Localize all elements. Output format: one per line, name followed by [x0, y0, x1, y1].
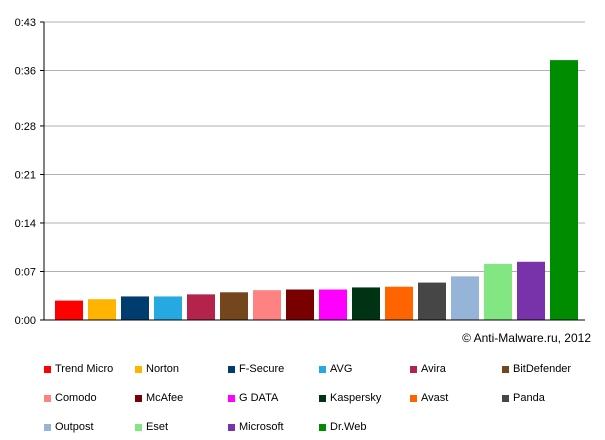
legend-item-avira: Avira [410, 362, 446, 376]
copyright-annotation: © Anti-Malware.ru, 2012 [462, 331, 591, 345]
bar-norton [88, 299, 116, 320]
legend-item-panda: Panda [502, 391, 545, 405]
legend-item-g-data: G DATA [228, 391, 278, 405]
bar-dr-web [550, 60, 578, 321]
legend-item-outpost: Outpost [44, 420, 94, 434]
bar-mcafee [286, 289, 314, 320]
y-tick-label: 0:43 [15, 17, 36, 29]
legend-label: Comodo [55, 392, 97, 404]
legend-swatch [319, 365, 326, 373]
bar-outpost [451, 276, 479, 320]
legend-swatch [228, 423, 235, 431]
legend-swatch [135, 423, 142, 431]
bars [55, 60, 578, 321]
legend-swatch [319, 394, 326, 402]
legend-label: Outpost [55, 421, 94, 433]
bar-g-data [319, 289, 347, 320]
bar-avast [385, 286, 413, 320]
legend-item-comodo: Comodo [44, 391, 97, 405]
bar-kaspersky [352, 287, 380, 320]
y-tick-label: 0:14 [15, 218, 36, 230]
legend-label: McAfee [146, 392, 184, 404]
legend-item-mcafee: McAfee [135, 391, 183, 405]
legend-swatch [44, 365, 51, 373]
legend-item-microsoft: Microsoft [228, 420, 284, 434]
y-tick-label: 0:28 [15, 121, 36, 133]
legend-item-dr-web: Dr.Web [319, 420, 366, 434]
legend-label: AVG [330, 363, 353, 375]
bar-bitdefender [220, 292, 248, 320]
y-tick-label: 0:36 [15, 66, 36, 78]
legend-swatch [410, 394, 417, 402]
legend-item-f-secure: F-Secure [228, 362, 284, 376]
bar-microsoft [517, 261, 545, 320]
bar-panda [418, 282, 446, 320]
legend-swatch [44, 423, 51, 431]
legend-item-bitdefender: BitDefender [502, 362, 571, 376]
legend-label: Avira [421, 363, 446, 375]
legend-swatch [228, 394, 235, 402]
legend-item-trend-micro: Trend Micro [44, 362, 113, 376]
legend-label: Avast [421, 392, 449, 404]
legend-swatch [502, 394, 509, 402]
legend-label: BitDefender [513, 363, 572, 375]
legend-label: Trend Micro [55, 363, 114, 375]
legend-swatch [44, 394, 51, 402]
legend-label: Norton [146, 363, 180, 375]
legend-swatch [135, 365, 142, 373]
legend-label: F-Secure [239, 363, 285, 375]
y-tick-label: 0:21 [15, 169, 36, 181]
y-tick-label: 0:07 [15, 266, 36, 278]
bar-avg [154, 296, 182, 320]
legend-label: G DATA [239, 392, 279, 404]
legend-label: Dr.Web [330, 421, 367, 433]
legend-item-kaspersky: Kaspersky [319, 391, 381, 405]
y-tick-label: 0:00 [15, 315, 36, 327]
legend-swatch [319, 423, 326, 431]
legend-swatch [410, 365, 417, 373]
legend-label: Kaspersky [330, 392, 382, 404]
bar-eset [484, 263, 512, 320]
legend-swatch [135, 394, 142, 402]
legend-item-avast: Avast [410, 391, 448, 405]
bar-comodo [253, 290, 281, 320]
legend-item-norton: Norton [135, 362, 179, 376]
bar-avira [187, 294, 215, 320]
legend-item-eset: Eset [135, 420, 168, 434]
legend-label: Eset [146, 421, 169, 433]
legend-label: Microsoft [239, 421, 284, 433]
legend-label: Panda [513, 392, 545, 404]
y-axis-ticks: 0:00 0:07 0:14 0:21 0:28 0:36 0:43 [15, 17, 44, 327]
bar-trend-micro [55, 300, 83, 320]
grid-lines [44, 21, 585, 272]
legend-swatch [228, 365, 235, 373]
legend-swatch [502, 365, 509, 373]
legend-item-avg: AVG [319, 362, 352, 376]
bar-f-secure [121, 296, 149, 320]
